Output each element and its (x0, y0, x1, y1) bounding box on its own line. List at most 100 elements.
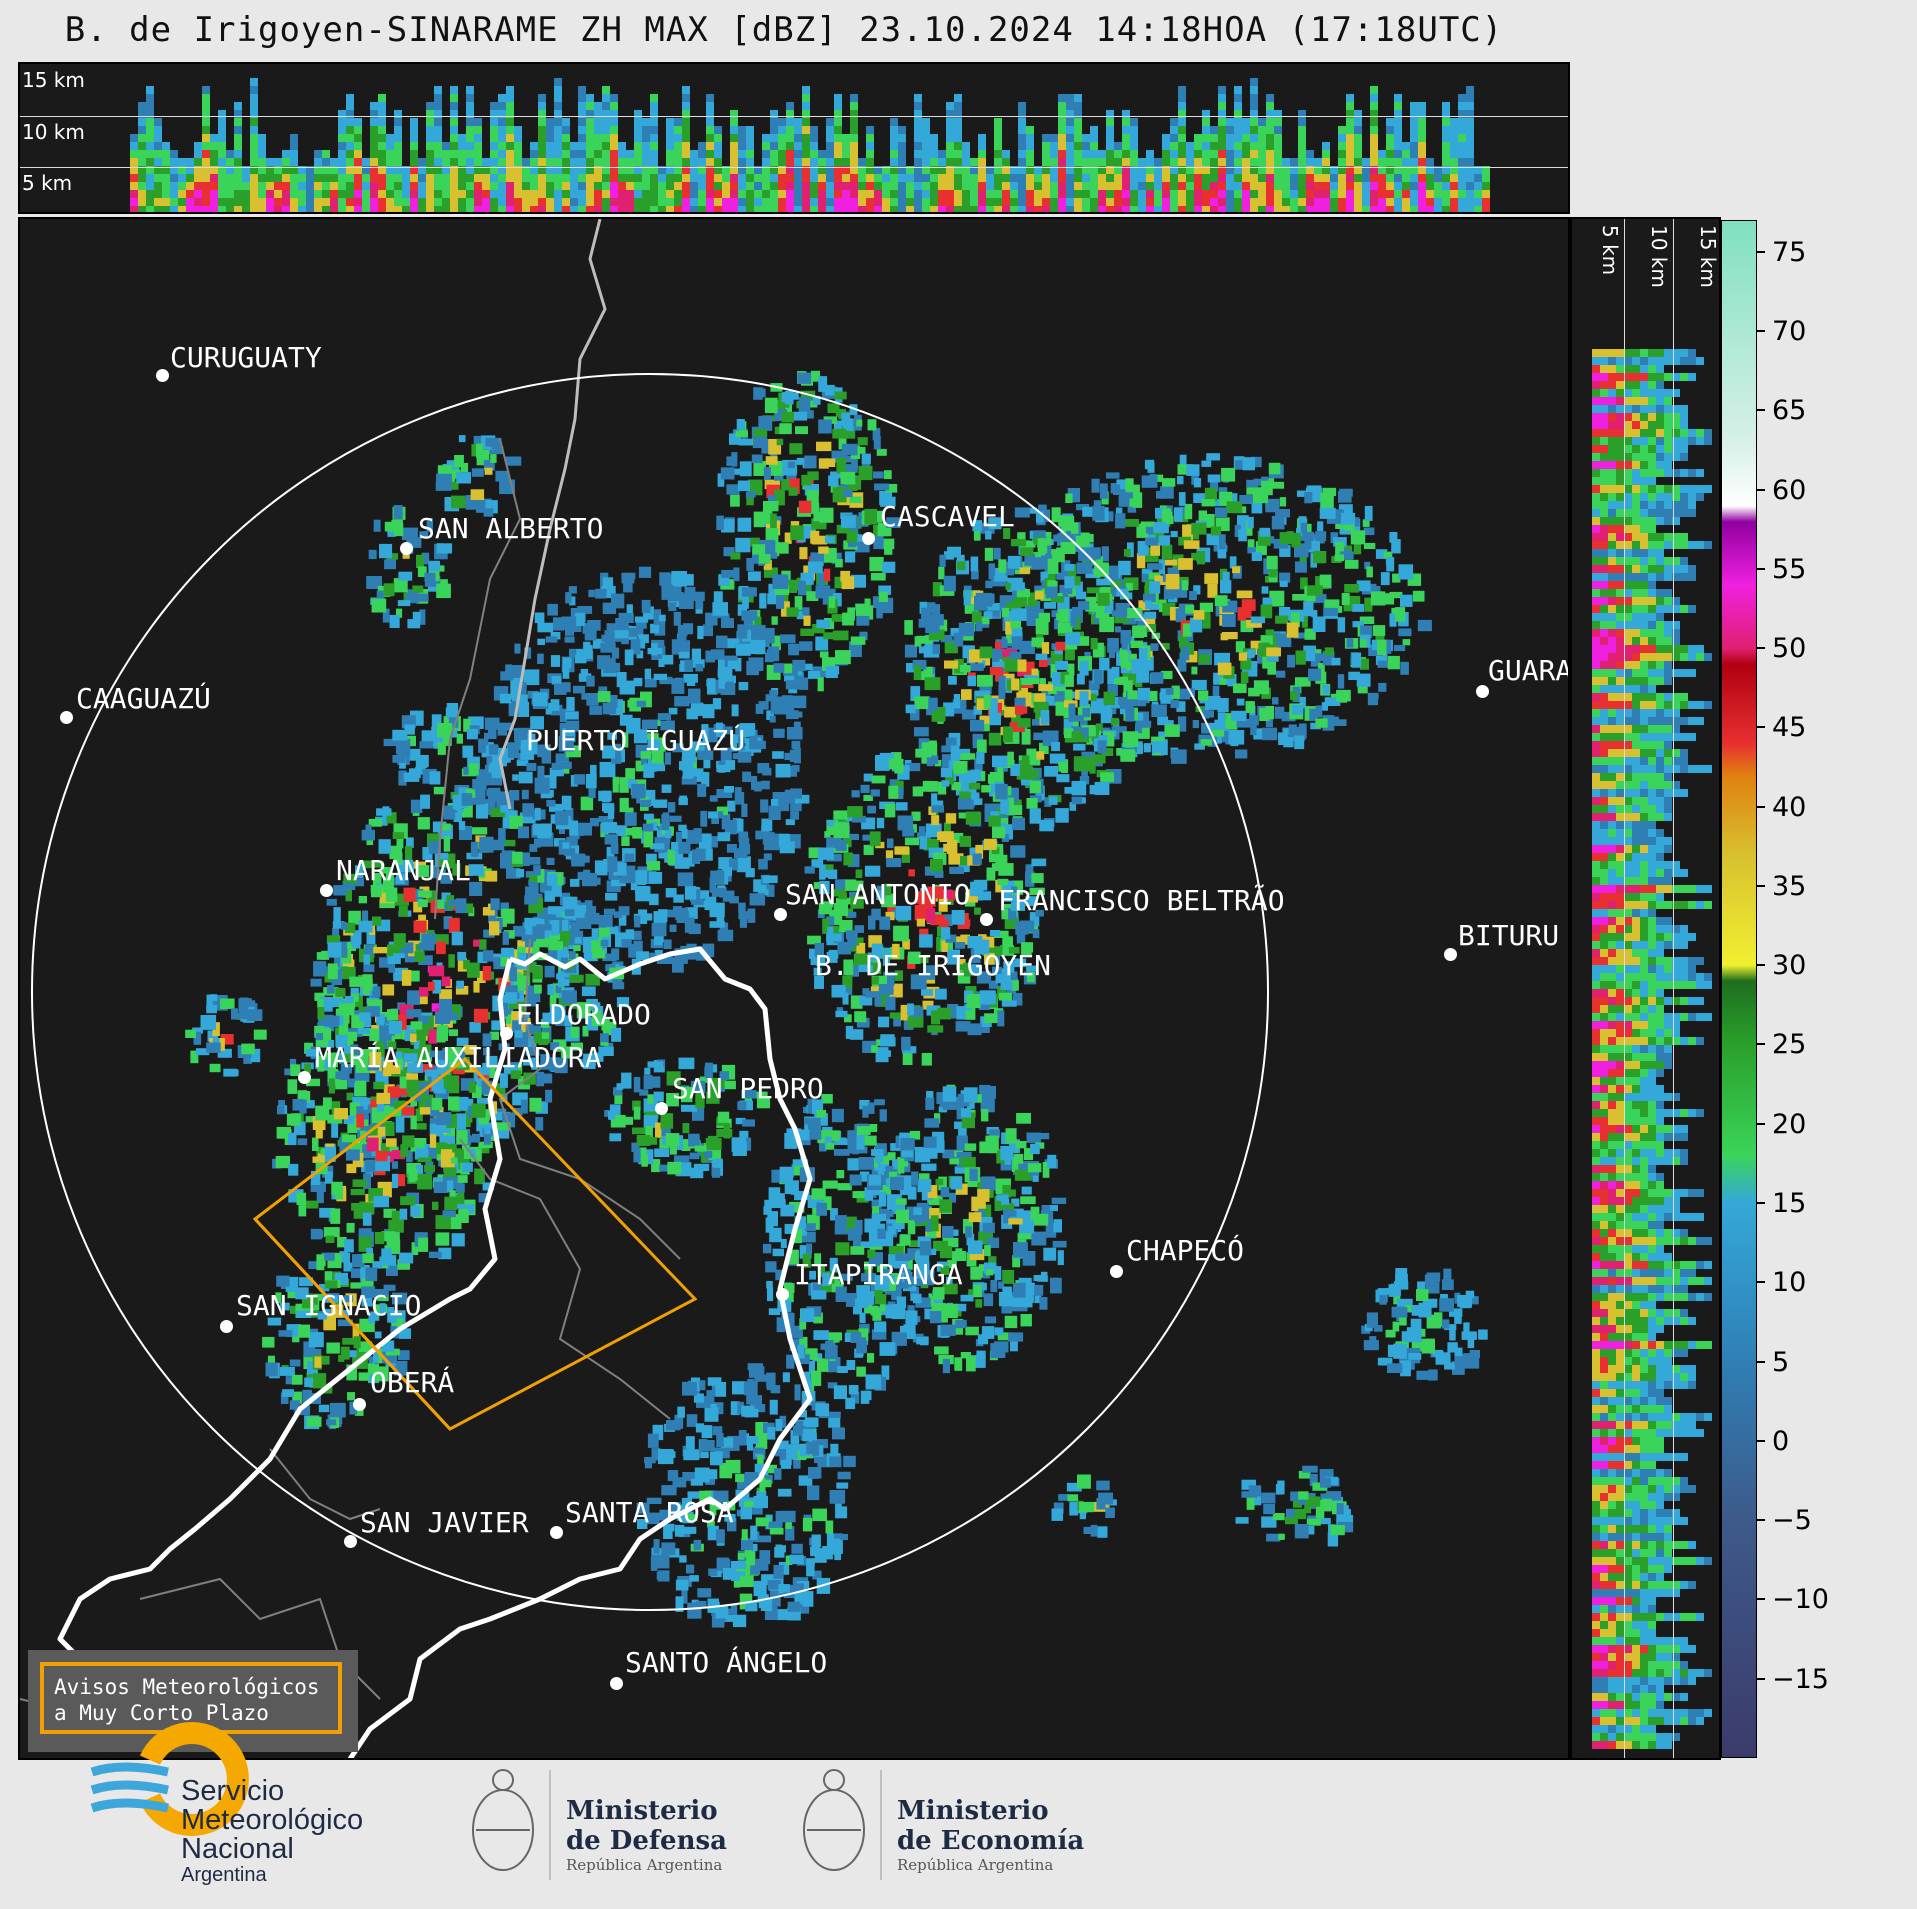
coat-of-arms-defensa-icon (472, 1769, 534, 1871)
smn-name: Servicio Meteorológico Nacional Argentin… (181, 1775, 364, 1887)
city-san-pedro: SAN PEDRO (672, 1072, 824, 1105)
city-caaguazu: CAAGUAZÚ (76, 682, 211, 715)
colorbar-tick-mark (1757, 409, 1765, 412)
colorbar-tick-label: 65 (1772, 395, 1807, 427)
defensa-line-2: de Defensa (566, 1826, 727, 1856)
colorbar-tick-label: 50 (1772, 633, 1807, 665)
colorbar-tick-mark (1757, 1439, 1765, 1442)
city-chapeco: CHAPECÓ (1126, 1234, 1245, 1267)
city-dot-santa-rosa (550, 1526, 563, 1539)
side-cross-section-echoes (1592, 349, 1712, 1749)
city-dot-curuguaty (156, 369, 169, 382)
city-cascavel: CASCAVEL (880, 500, 1015, 533)
defensa-name: Ministerio de Defensa República Argentin… (566, 1796, 727, 1874)
city-santa-rosa: SANTA ROSA (565, 1496, 734, 1529)
legend-warning: Avisos Meteorológicos a Muy Corto Plazo (40, 1662, 342, 1734)
city-eldorado: ELDORADO (516, 998, 651, 1031)
side-cross-section: 5 km 10 km 15 km (1570, 217, 1721, 1760)
colorbar-tick-label: 10 (1772, 1267, 1807, 1299)
chart-title: B. de Irigoyen-SINARAME ZH MAX [dBZ] 23.… (64, 10, 1504, 50)
city-bituru: BITURU (1458, 919, 1560, 952)
city-dot-san-alberto (400, 542, 413, 555)
top-label-5km: 5 km (22, 171, 73, 195)
legend-line-2: a Muy Corto Plazo (54, 1701, 269, 1726)
colorbar-tick-label: 55 (1772, 553, 1807, 585)
city-itapiranga: ITAPIRANGA (794, 1258, 963, 1291)
city-santo-angelo: SANTO ÁNGELO (625, 1646, 828, 1679)
colorbar-tick-mark (1757, 1202, 1765, 1205)
side-label-10km: 10 km (1647, 225, 1671, 288)
colorbar-tick-label: 35 (1772, 870, 1807, 902)
city-dot-naranjal (320, 884, 333, 897)
colorbar-tick-label: −5 (1772, 1505, 1812, 1537)
side-gridline-5km (1624, 219, 1625, 1758)
colorbar-tick-mark (1757, 250, 1765, 253)
smn-line-1: Servicio (181, 1775, 285, 1807)
colorbar (1721, 220, 1757, 1758)
colorbar-tick-mark (1757, 1677, 1765, 1680)
city-b-de-irigoyen: B. DE IRIGOYEN (815, 949, 1052, 982)
city-obera: OBERÁ (370, 1366, 455, 1399)
range-ring (31, 373, 1269, 1611)
colorbar-tick-mark (1757, 805, 1765, 808)
top-cross-section: 15 km 10 km 5 km (18, 62, 1570, 214)
side-gridline-10km (1673, 219, 1674, 1758)
colorbar-tick-label: 25 (1772, 1029, 1807, 1061)
city-san-alberto: SAN ALBERTO (418, 512, 604, 545)
colorbar-tick-label: 45 (1772, 712, 1807, 744)
city-puerto-iguazu: PUERTO IGUAZÚ (526, 724, 746, 757)
colorbar-tick-mark (1757, 567, 1765, 570)
defensa-line-1: Ministerio (566, 1796, 718, 1826)
top-cross-section-echoes (130, 78, 1490, 212)
colorbar-tick-label: 30 (1772, 950, 1807, 982)
defensa-line-3: República Argentina (566, 1856, 723, 1874)
colorbar-tick-label: 0 (1772, 1425, 1790, 1457)
colorbar-tick-mark (1757, 329, 1765, 332)
city-guara: GUARA (1488, 654, 1570, 687)
city-san-javier: SAN JAVIER (360, 1506, 529, 1539)
colorbar-tick-mark (1757, 1122, 1765, 1125)
colorbar-tick-mark (1757, 884, 1765, 887)
smn-line-2: Meteorológico (181, 1804, 364, 1836)
economia-line-1: Ministerio (897, 1796, 1049, 1826)
city-dot-bituru (1444, 948, 1457, 961)
colorbar-tick-mark (1757, 726, 1765, 729)
colorbar-tick-label: 20 (1772, 1108, 1807, 1140)
smn-line-3: Nacional (181, 1833, 294, 1865)
side-label-15km: 15 km (1696, 225, 1720, 288)
smn-line-4: Argentina (181, 1864, 267, 1886)
city-naranjal: NARANJAL (336, 854, 471, 887)
colorbar-tick-label: −15 (1772, 1663, 1829, 1695)
economia-line-2: de Economía (897, 1826, 1085, 1856)
city-dot-guara (1476, 685, 1489, 698)
colorbar-tick-label: 5 (1772, 1346, 1790, 1378)
colorbar-tick-label: 75 (1772, 236, 1807, 268)
economia-name: Ministerio de Economía República Argenti… (897, 1796, 1084, 1874)
legend-line-1: Avisos Meteorológicos (54, 1675, 320, 1699)
economia-line-3: República Argentina (897, 1856, 1054, 1874)
colorbar-tick-mark (1757, 488, 1765, 491)
colorbar-tick-mark (1757, 1598, 1765, 1601)
city-dot-caaguazu (60, 711, 73, 724)
top-gridline-10km (20, 167, 1568, 168)
colorbar-tick-mark (1757, 1043, 1765, 1046)
colorbar-tick-mark (1757, 1281, 1765, 1284)
parana-river (498, 219, 607, 810)
colorbar-tick-label: 60 (1772, 474, 1807, 506)
department-boundaries (20, 438, 681, 1740)
coat-of-arms-economia-icon (803, 1769, 865, 1871)
colorbar-tick-mark (1757, 1360, 1765, 1363)
city-maria-auxiliadora: MARÍA AUXILIADORA (315, 1041, 602, 1074)
city-san-antonio: SAN ANTONIO (785, 878, 971, 911)
colorbar-tick-mark (1757, 647, 1765, 650)
city-dot-san-antonio (774, 908, 787, 921)
city-dot-francisco-beltrao (980, 913, 993, 926)
radar-map-canvas (20, 219, 1488, 1758)
city-dot-santo-angelo (610, 1677, 623, 1690)
colorbar-tick-mark (1757, 1519, 1765, 1522)
top-label-15km: 15 km (22, 68, 85, 92)
top-label-10km: 10 km (22, 120, 85, 144)
city-dot-chapeco (1110, 1265, 1123, 1278)
city-dot-san-ignacio (220, 1320, 233, 1333)
city-dot-eldorado (500, 1027, 513, 1040)
